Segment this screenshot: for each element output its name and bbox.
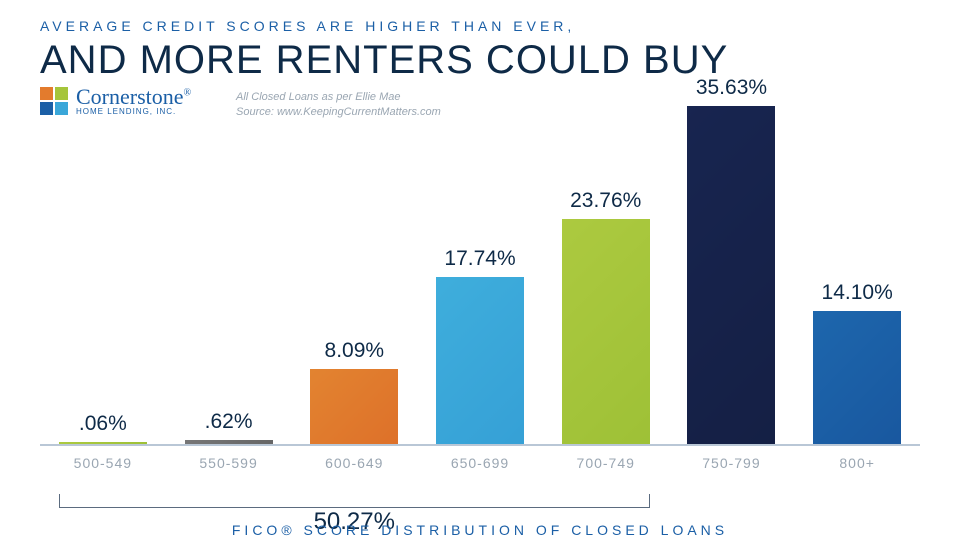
bar-column: .62% <box>166 66 292 446</box>
x-axis-line <box>40 444 920 446</box>
x-axis-label: 650-699 <box>417 455 543 471</box>
bar-column: 23.76% <box>543 66 669 446</box>
bar <box>310 369 398 446</box>
bar-value-label: .06% <box>79 412 127 436</box>
subtitle-text: AVERAGE CREDIT SCORES ARE HIGHER THAN EV… <box>40 18 575 34</box>
bar-column: 35.63% <box>669 66 795 446</box>
x-axis-label: 750-799 <box>669 455 795 471</box>
bar-value-label: .62% <box>205 410 253 434</box>
fico-bar-chart: .06% .62% 8.09% 17.74% 23.76% 35.63% 14.10% 50… <box>40 66 920 471</box>
bars-container: .06% .62% 8.09% 17.74% 23.76% 35.63% 14.10% <box>40 66 920 446</box>
bar-column: .06% <box>40 66 166 446</box>
bar-column: 8.09% <box>291 66 417 446</box>
bar-value-label: 17.74% <box>444 247 515 271</box>
infographic-canvas: AVERAGE CREDIT SCORES ARE HIGHER THAN EV… <box>0 0 960 550</box>
bar <box>813 311 901 446</box>
bar-column: 17.74% <box>417 66 543 446</box>
bar <box>436 277 524 446</box>
x-axis-label: 700-749 <box>543 455 669 471</box>
x-axis-label: 550-599 <box>166 455 292 471</box>
x-axis-label: 800+ <box>794 455 920 471</box>
bar-value-label: 8.09% <box>325 339 385 363</box>
bar-value-label: 35.63% <box>696 76 767 100</box>
bar-column: 14.10% <box>794 66 920 446</box>
x-axis-label: 500-549 <box>40 455 166 471</box>
x-axis-labels: 500-549550-599600-649650-699700-749750-7… <box>40 455 920 471</box>
footer-caption: FICO® SCORE DISTRIBUTION OF CLOSED LOANS <box>0 522 960 538</box>
bar <box>562 219 650 446</box>
bracket-line <box>59 494 650 508</box>
x-axis-label: 600-649 <box>291 455 417 471</box>
bar-value-label: 14.10% <box>822 281 893 305</box>
bar <box>687 106 775 446</box>
bar-value-label: 23.76% <box>570 189 641 213</box>
